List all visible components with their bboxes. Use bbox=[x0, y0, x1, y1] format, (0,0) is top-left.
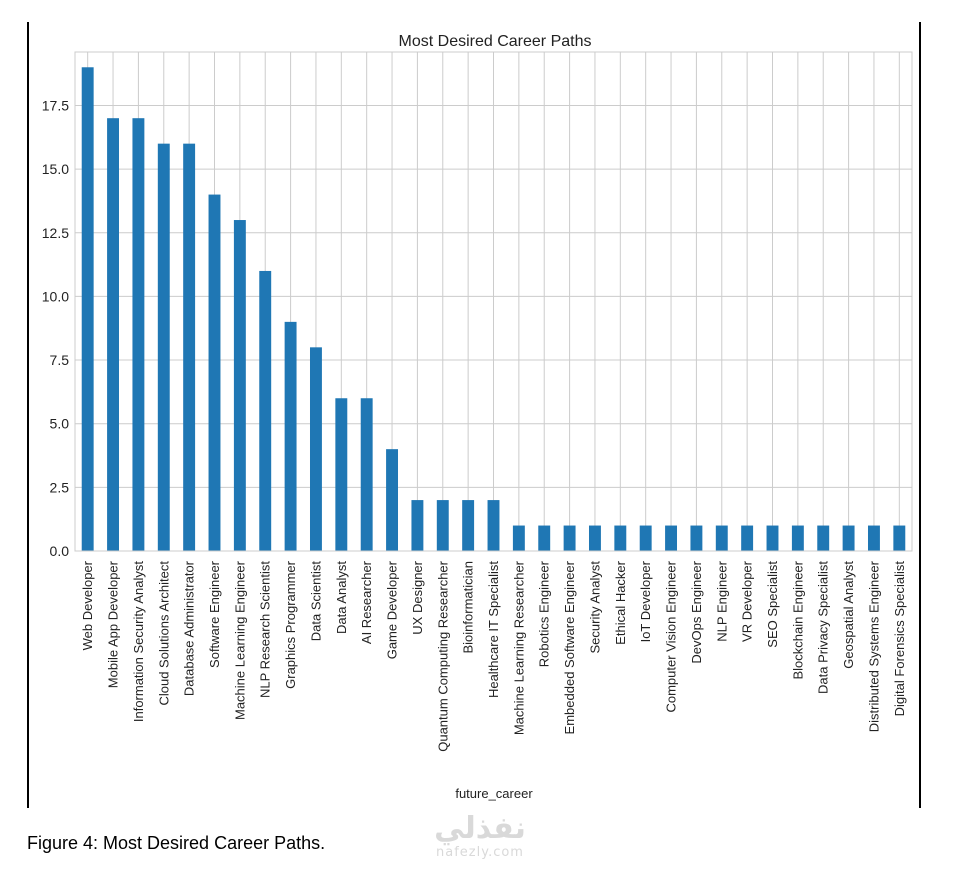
bar-18 bbox=[538, 525, 551, 551]
chart-title: Most Desired Career Paths bbox=[399, 33, 592, 50]
bar-3 bbox=[157, 143, 170, 551]
x-tick-label: Software Engineer bbox=[207, 560, 222, 668]
x-tick-label: Database Administrator bbox=[182, 560, 197, 696]
x-tick-label: Embedded Software Engineer bbox=[562, 560, 577, 734]
x-axis-label: future_career bbox=[455, 786, 533, 801]
x-tick-label: DevOps Engineer bbox=[689, 560, 704, 663]
bar-30 bbox=[842, 525, 855, 551]
bar-12 bbox=[386, 449, 399, 551]
bar-14 bbox=[436, 500, 449, 551]
watermark: نفذلي nafezly.com bbox=[420, 812, 540, 860]
x-tick-label: Data Scientist bbox=[308, 561, 323, 642]
bar-2 bbox=[132, 118, 145, 551]
bar-23 bbox=[665, 525, 678, 551]
bar-10 bbox=[335, 398, 348, 551]
x-tick-label: Blockchain Engineer bbox=[790, 560, 805, 679]
x-tick-label: Security Analyst bbox=[587, 561, 602, 654]
x-tick-label: Graphics Programmer bbox=[283, 560, 298, 689]
bar-31 bbox=[867, 525, 880, 551]
bar-8 bbox=[284, 321, 297, 551]
y-tick-label: 0.0 bbox=[50, 543, 70, 559]
x-tick-label: Computer Vision Engineer bbox=[664, 560, 679, 712]
bar-5 bbox=[208, 194, 221, 552]
bar-29 bbox=[817, 525, 830, 551]
x-tick-label: Healthcare IT Specialist bbox=[486, 561, 501, 698]
figure-caption: Figure 4: Most Desired Career Paths. bbox=[27, 833, 326, 853]
y-tick-label: 17.5 bbox=[42, 97, 69, 113]
bar-28 bbox=[791, 525, 804, 551]
bar-15 bbox=[462, 500, 475, 551]
y-tick-label: 15.0 bbox=[42, 161, 69, 177]
y-tick-label: 12.5 bbox=[42, 225, 69, 241]
x-tick-label: SEO Specialist bbox=[765, 561, 780, 648]
x-tick-label: Quantum Computing Researcher bbox=[435, 560, 450, 751]
y-tick-label: 10.0 bbox=[42, 288, 69, 304]
x-tick-label: Distributed Systems Engineer bbox=[866, 560, 881, 732]
x-tick-label: IoT Developer bbox=[638, 560, 653, 642]
bar-6 bbox=[233, 220, 246, 551]
x-tick-labels: Web Developer Mobile App Developer Informa… bbox=[80, 560, 907, 751]
bar-0 bbox=[81, 67, 94, 551]
watermark-logo: نفذلي bbox=[434, 811, 526, 846]
bar-16 bbox=[487, 500, 500, 551]
x-tick-label: Bioinformatician bbox=[461, 561, 476, 654]
plot-area-border bbox=[74, 51, 913, 552]
left-frame-border bbox=[27, 22, 29, 808]
grid bbox=[75, 52, 912, 552]
bar-20 bbox=[588, 525, 601, 551]
x-tick-label: UX Designer bbox=[410, 560, 425, 634]
x-tick-label: Machine Learning Engineer bbox=[232, 560, 247, 720]
bar-4 bbox=[183, 143, 196, 551]
x-tick-label: Game Developer bbox=[385, 560, 400, 659]
bar-9 bbox=[309, 347, 322, 551]
y-tick-label: 5.0 bbox=[50, 416, 70, 432]
watermark-site: nafezly.com bbox=[436, 845, 524, 860]
bar-1 bbox=[107, 118, 120, 551]
x-tick-label: AI Researcher bbox=[359, 560, 374, 644]
x-tick-label: Information Security Analyst bbox=[131, 561, 146, 723]
bars bbox=[81, 67, 906, 552]
y-tick-label: 2.5 bbox=[50, 479, 70, 495]
x-tick-label: Geospatial Analyst bbox=[841, 561, 856, 669]
bar-24 bbox=[690, 525, 703, 551]
x-tick-label: Web Developer bbox=[80, 560, 95, 650]
bar-32 bbox=[893, 525, 906, 551]
x-tick-label: Machine Learning Researcher bbox=[511, 560, 526, 735]
x-tick-label: NLP Research Scientist bbox=[258, 561, 273, 698]
x-tick-label: Ethical Hacker bbox=[613, 560, 628, 644]
x-tick-label: NLP Engineer bbox=[714, 560, 729, 641]
x-tick-label: Digital Forensics Specialist bbox=[892, 561, 907, 717]
bar-22 bbox=[639, 525, 652, 551]
y-tick-label: 7.5 bbox=[50, 352, 70, 368]
bar-21 bbox=[614, 525, 627, 551]
bar-27 bbox=[766, 525, 779, 551]
x-tick-label: VR Developer bbox=[740, 560, 755, 642]
bar-7 bbox=[259, 270, 272, 551]
y-tick-labels: 0.0 2.5 5.0 7.5 10.0 12.5 15.0 17.5 bbox=[42, 97, 69, 559]
x-tick-label: Data Analyst bbox=[334, 561, 349, 634]
bar-19 bbox=[563, 525, 576, 551]
bar-26 bbox=[741, 525, 754, 551]
right-frame-border bbox=[919, 22, 921, 808]
bar-17 bbox=[512, 525, 525, 551]
x-tick-label: Data Privacy Specialist bbox=[816, 561, 831, 694]
bar-13 bbox=[411, 500, 424, 551]
x-tick-label: Cloud Solutions Architect bbox=[156, 561, 171, 706]
x-tick-label: Robotics Engineer bbox=[537, 560, 552, 667]
bar-25 bbox=[715, 525, 728, 551]
x-tick-label: Mobile App Developer bbox=[106, 560, 121, 688]
bar-11 bbox=[360, 398, 373, 551]
